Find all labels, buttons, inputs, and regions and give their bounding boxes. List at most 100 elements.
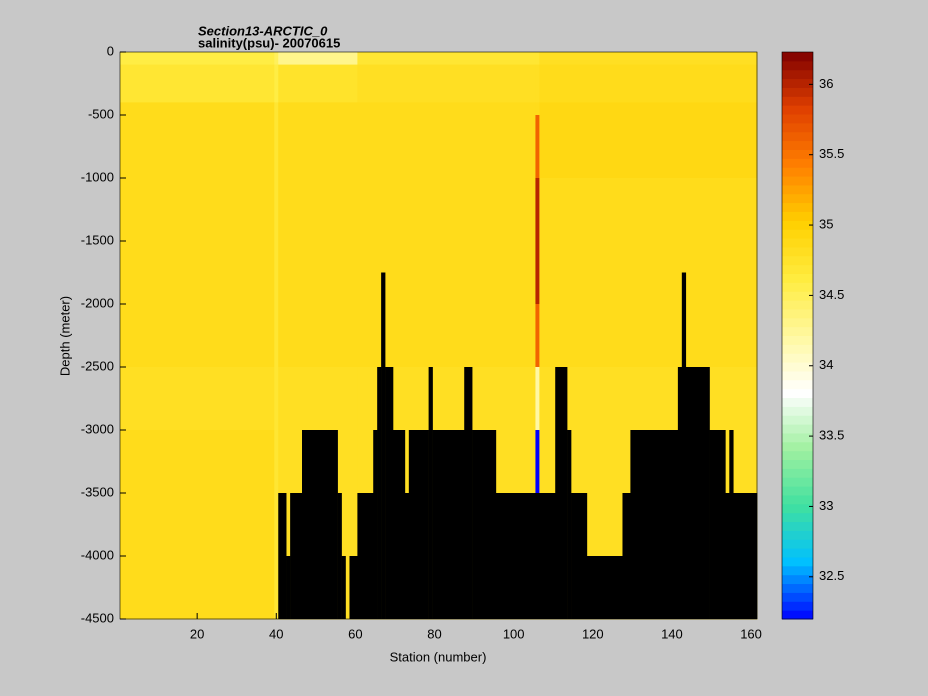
seafloor <box>622 493 631 619</box>
x-tick-label: 80 <box>427 626 441 641</box>
colorbar-swatch <box>782 140 813 150</box>
seafloor <box>681 272 687 619</box>
seafloor <box>432 430 465 619</box>
x-tick-label: 60 <box>348 626 362 641</box>
colorbar-swatch <box>782 105 813 115</box>
plot-frame <box>119 51 758 620</box>
heat-cell <box>535 430 540 494</box>
y-tick-label: -3500 <box>81 484 114 499</box>
colorbar-swatch <box>782 565 813 576</box>
heat-cell <box>120 178 275 305</box>
heat-cell <box>357 52 536 66</box>
seafloor <box>290 493 303 619</box>
colorbar-swatch <box>782 78 813 88</box>
heat-cell <box>357 102 536 116</box>
seafloor <box>357 493 374 619</box>
heat-cell <box>535 115 540 179</box>
x-tick-label: 120 <box>582 626 604 641</box>
seafloor <box>408 430 429 619</box>
colorbar-swatch <box>782 441 813 452</box>
colorbar-swatch <box>782 468 813 478</box>
y-tick-label: -3000 <box>81 421 114 436</box>
seafloor <box>709 430 726 619</box>
colorbar-swatch <box>782 512 813 523</box>
seafloor <box>349 556 358 619</box>
colorbar-swatch <box>782 415 813 425</box>
colorbar-swatch <box>782 211 813 221</box>
y-tick-label: -4500 <box>81 610 114 625</box>
colorbar-tick-label: 36 <box>819 76 833 91</box>
seafloor <box>495 493 556 619</box>
colorbar-swatch <box>782 229 813 239</box>
heat-cell <box>274 178 279 305</box>
colorbar-swatch <box>782 246 813 257</box>
seafloor <box>385 367 394 619</box>
seafloor <box>567 430 572 619</box>
heat-cell <box>357 178 536 305</box>
colorbar-tick-label: 35 <box>819 216 833 231</box>
heat-cell <box>539 64 758 103</box>
heat-cell <box>120 493 275 620</box>
colorbar-swatch <box>782 184 813 195</box>
seafloor <box>729 430 734 619</box>
heat-cell <box>535 304 540 368</box>
seafloor <box>302 430 338 619</box>
heat-cell <box>539 367 758 431</box>
colorbar-swatch <box>782 539 813 549</box>
colorbar-swatch <box>782 459 813 469</box>
y-tick-label: -1000 <box>81 169 114 184</box>
heat-cell <box>535 178 540 305</box>
colorbar-swatch <box>782 379 813 390</box>
heat-cell <box>539 52 758 66</box>
seafloor <box>725 493 730 619</box>
colorbar-swatch <box>782 583 813 593</box>
colorbar-tick-label: 33 <box>819 498 833 513</box>
heat-cell <box>539 178 758 305</box>
seafloor <box>630 430 679 619</box>
heat-cell <box>274 115 279 179</box>
colorbar-swatch <box>782 193 813 204</box>
colorbar-swatch <box>782 282 813 292</box>
seafloor <box>393 430 406 619</box>
y-tick-label: -1500 <box>81 232 114 247</box>
seafloor <box>278 493 287 619</box>
colorbar-swatch <box>782 574 813 585</box>
heat-cell <box>539 115 758 179</box>
colorbar-swatch <box>782 503 813 514</box>
colorbar-swatch <box>782 52 813 62</box>
heat-cell <box>120 367 275 431</box>
colorbar-swatch <box>782 308 813 319</box>
seafloor <box>337 493 342 619</box>
colorbar-swatch <box>782 158 813 168</box>
colorbar-swatch <box>782 486 813 496</box>
colorbar-swatch <box>782 264 813 274</box>
seafloor <box>571 493 588 619</box>
y-tick-label: -2500 <box>81 358 114 373</box>
heat-cell <box>274 304 279 368</box>
colorbar-swatch <box>782 114 813 124</box>
seafloor <box>464 367 473 619</box>
x-axis-label: Station (number) <box>390 649 487 664</box>
colorbar-tick-label: 34 <box>819 357 833 372</box>
heat-cell <box>120 304 275 368</box>
colorbar-swatch <box>782 96 813 106</box>
colorbar-swatch <box>782 326 813 336</box>
colorbar-swatch <box>782 255 813 266</box>
y-axis-label: Depth (meter) <box>57 296 72 376</box>
seafloor <box>677 367 683 619</box>
colorbar-swatch <box>782 494 813 505</box>
heat-cell <box>357 304 536 368</box>
heat-cell <box>278 64 358 103</box>
colorbar-swatch <box>782 530 813 540</box>
chart-title: Section13-ARCTIC_0 <box>198 23 328 38</box>
colorbar-swatch <box>782 69 813 80</box>
x-tick-label: 160 <box>740 626 762 641</box>
colorbar-frame <box>781 51 814 620</box>
colorbar-swatch <box>782 601 813 611</box>
heat-cell <box>274 64 279 103</box>
colorbar-swatch <box>782 300 813 310</box>
heat-cell <box>278 102 358 116</box>
heat-cell <box>357 64 536 103</box>
